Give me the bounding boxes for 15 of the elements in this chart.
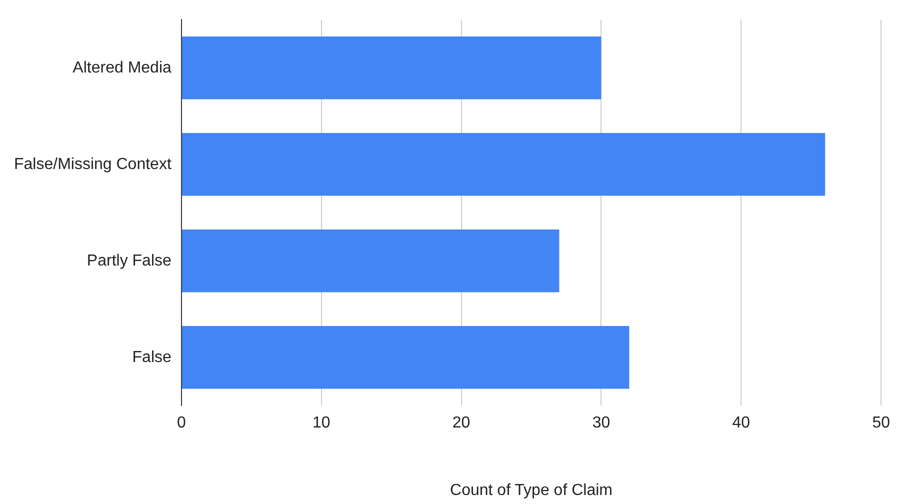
y-tick-label: False [132, 348, 172, 366]
bar [182, 229, 560, 292]
bar [182, 132, 826, 196]
bar [182, 36, 602, 100]
x-axis-title: Count of Type of Claim [450, 482, 612, 499]
bar [182, 326, 630, 389]
x-tick-label: 10 [312, 414, 330, 432]
y-tick-label: Altered Media [72, 59, 172, 76]
x-tick-label: 30 [592, 414, 610, 432]
x-tick-label: 50 [872, 414, 890, 432]
x-tick-label: 40 [732, 414, 750, 432]
x-tick-label: 0 [176, 414, 186, 432]
x-tick-label: 20 [452, 414, 470, 432]
y-tick-label: False/Missing Context [14, 156, 172, 173]
y-tick-label: Partly False [86, 252, 172, 270]
